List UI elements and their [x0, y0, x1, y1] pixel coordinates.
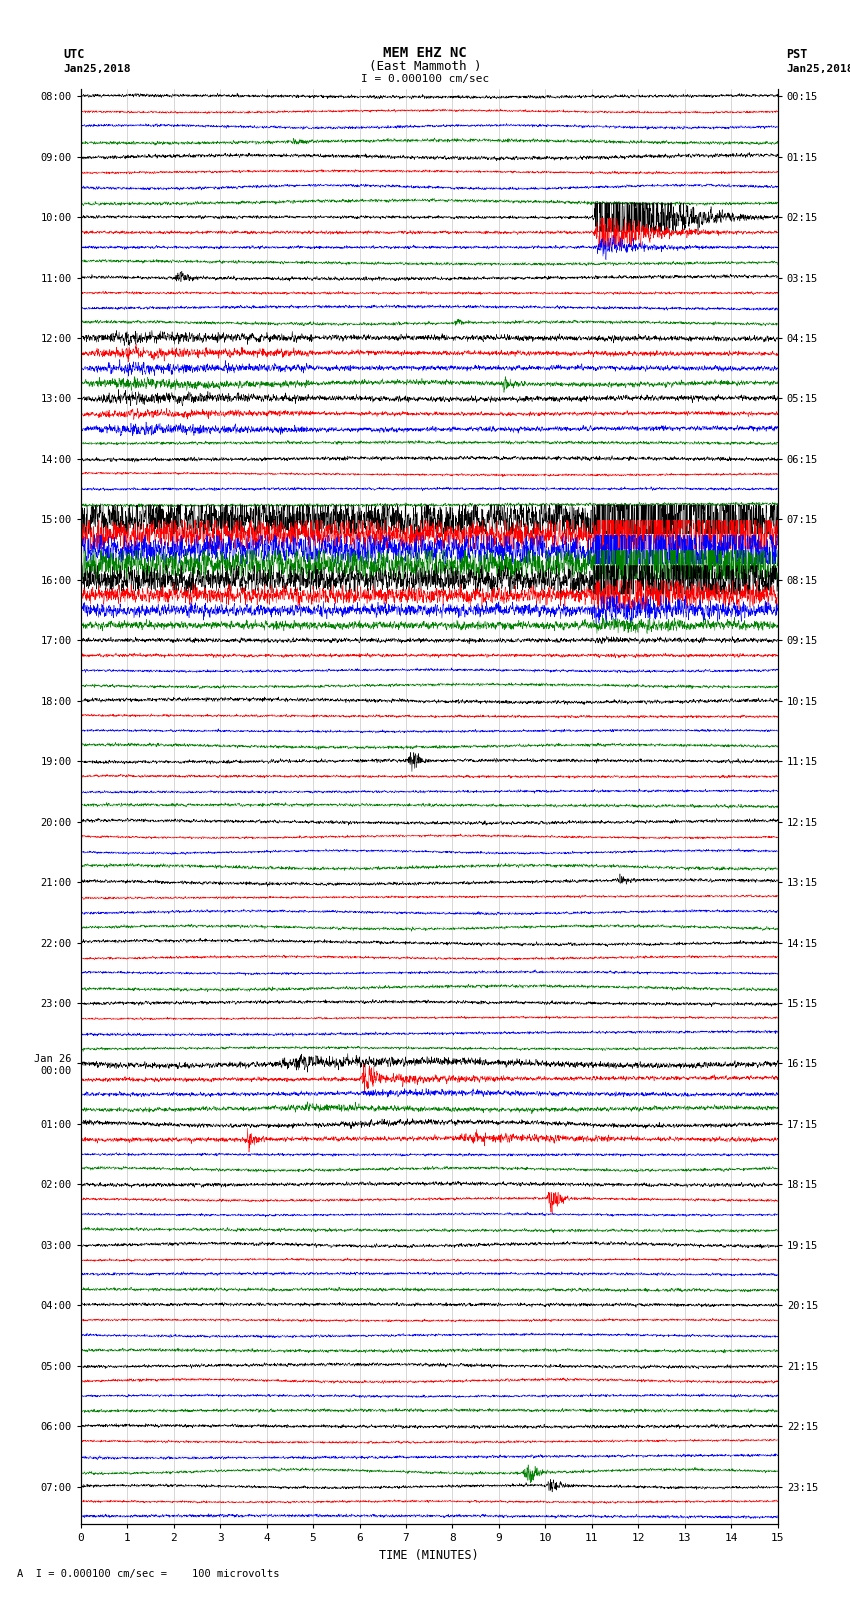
Text: PST: PST — [786, 48, 807, 61]
Text: Jan25,2018: Jan25,2018 — [786, 65, 850, 74]
Text: A  I = 0.000100 cm/sec =    100 microvolts: A I = 0.000100 cm/sec = 100 microvolts — [17, 1569, 280, 1579]
Text: Jan25,2018: Jan25,2018 — [64, 65, 131, 74]
Text: UTC: UTC — [64, 48, 85, 61]
Text: MEM EHZ NC: MEM EHZ NC — [383, 47, 467, 60]
Text: I = 0.000100 cm/sec: I = 0.000100 cm/sec — [361, 74, 489, 84]
Text: (East Mammoth ): (East Mammoth ) — [369, 60, 481, 73]
X-axis label: TIME (MINUTES): TIME (MINUTES) — [379, 1548, 479, 1561]
